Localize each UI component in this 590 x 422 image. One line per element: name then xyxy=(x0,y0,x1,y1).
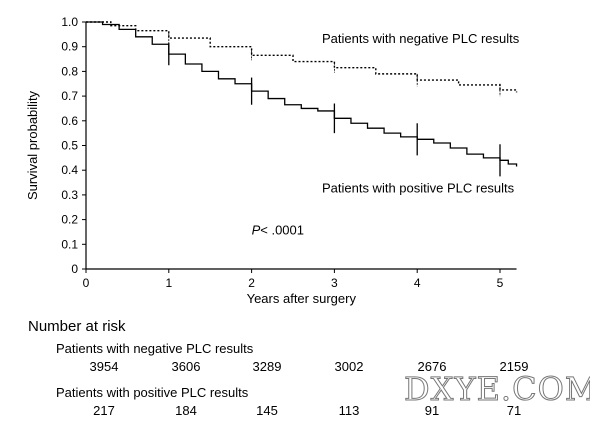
risk-group-label-negative: Patients with negative PLC results xyxy=(56,341,254,356)
x-tick-label: 4 xyxy=(414,276,421,290)
watermark-logo: DXYE.COM xyxy=(404,370,590,409)
risk-count: 3606 xyxy=(171,359,201,374)
p-value-annotation: P< .0001 xyxy=(252,222,304,237)
risk-count: 2676 xyxy=(417,359,447,374)
y-tick-label: 0.4 xyxy=(61,163,78,177)
y-tick-label: 0.5 xyxy=(61,139,78,153)
chart-series xyxy=(86,21,518,177)
y-tick-label: 0.1 xyxy=(61,237,78,251)
x-tick-label: 5 xyxy=(497,276,504,290)
series-label: Patients with positive PLC results xyxy=(322,180,515,195)
risk-count: 3002 xyxy=(334,359,364,374)
risk-count: 3289 xyxy=(252,359,282,374)
risk-count: 2159 xyxy=(499,359,529,374)
y-tick-label: 0.9 xyxy=(61,40,78,54)
chart-axes: 0 0.1 0.2 0.3 0.4 0.5 0.6 0.7 0.8 0.9 1.0 0 1 2 3 4 5 Yea… xyxy=(25,15,517,306)
chart-labels: Patients with negative PLC results Patien… xyxy=(252,31,520,237)
p-value-text: < .0001 xyxy=(260,222,304,237)
y-tick-label: 0 xyxy=(71,262,78,276)
risk-count: 113 xyxy=(338,403,360,418)
y-tick-label: 1.0 xyxy=(61,15,78,29)
risk-count: 145 xyxy=(256,403,278,418)
risk-table-title: Number at risk xyxy=(28,318,126,335)
p-value-symbol: P xyxy=(252,222,261,237)
risk-count: 217 xyxy=(93,403,115,418)
y-tick-label: 0.8 xyxy=(61,64,78,78)
y-axis-label: Survival probability xyxy=(25,90,40,200)
y-tick-label: 0.3 xyxy=(61,188,78,202)
risk-count: 184 xyxy=(175,403,197,418)
risk-count: 91 xyxy=(424,403,440,418)
series-label: Patients with negative PLC results xyxy=(322,31,520,46)
x-axis-label: Years after surgery xyxy=(247,291,357,306)
y-tick-label: 0.2 xyxy=(61,213,78,227)
x-tick-label: 3 xyxy=(331,276,338,290)
risk-count: 71 xyxy=(506,403,522,418)
x-tick-label: 0 xyxy=(83,276,90,290)
x-tick-label: 1 xyxy=(165,276,172,290)
risk-group-label-positive: Patients with positive PLC results xyxy=(56,385,249,400)
x-tick-label: 2 xyxy=(248,276,255,290)
y-tick-label: 0.6 xyxy=(61,114,78,128)
y-tick-label: 0.7 xyxy=(61,89,78,103)
risk-count: 3954 xyxy=(89,359,119,374)
